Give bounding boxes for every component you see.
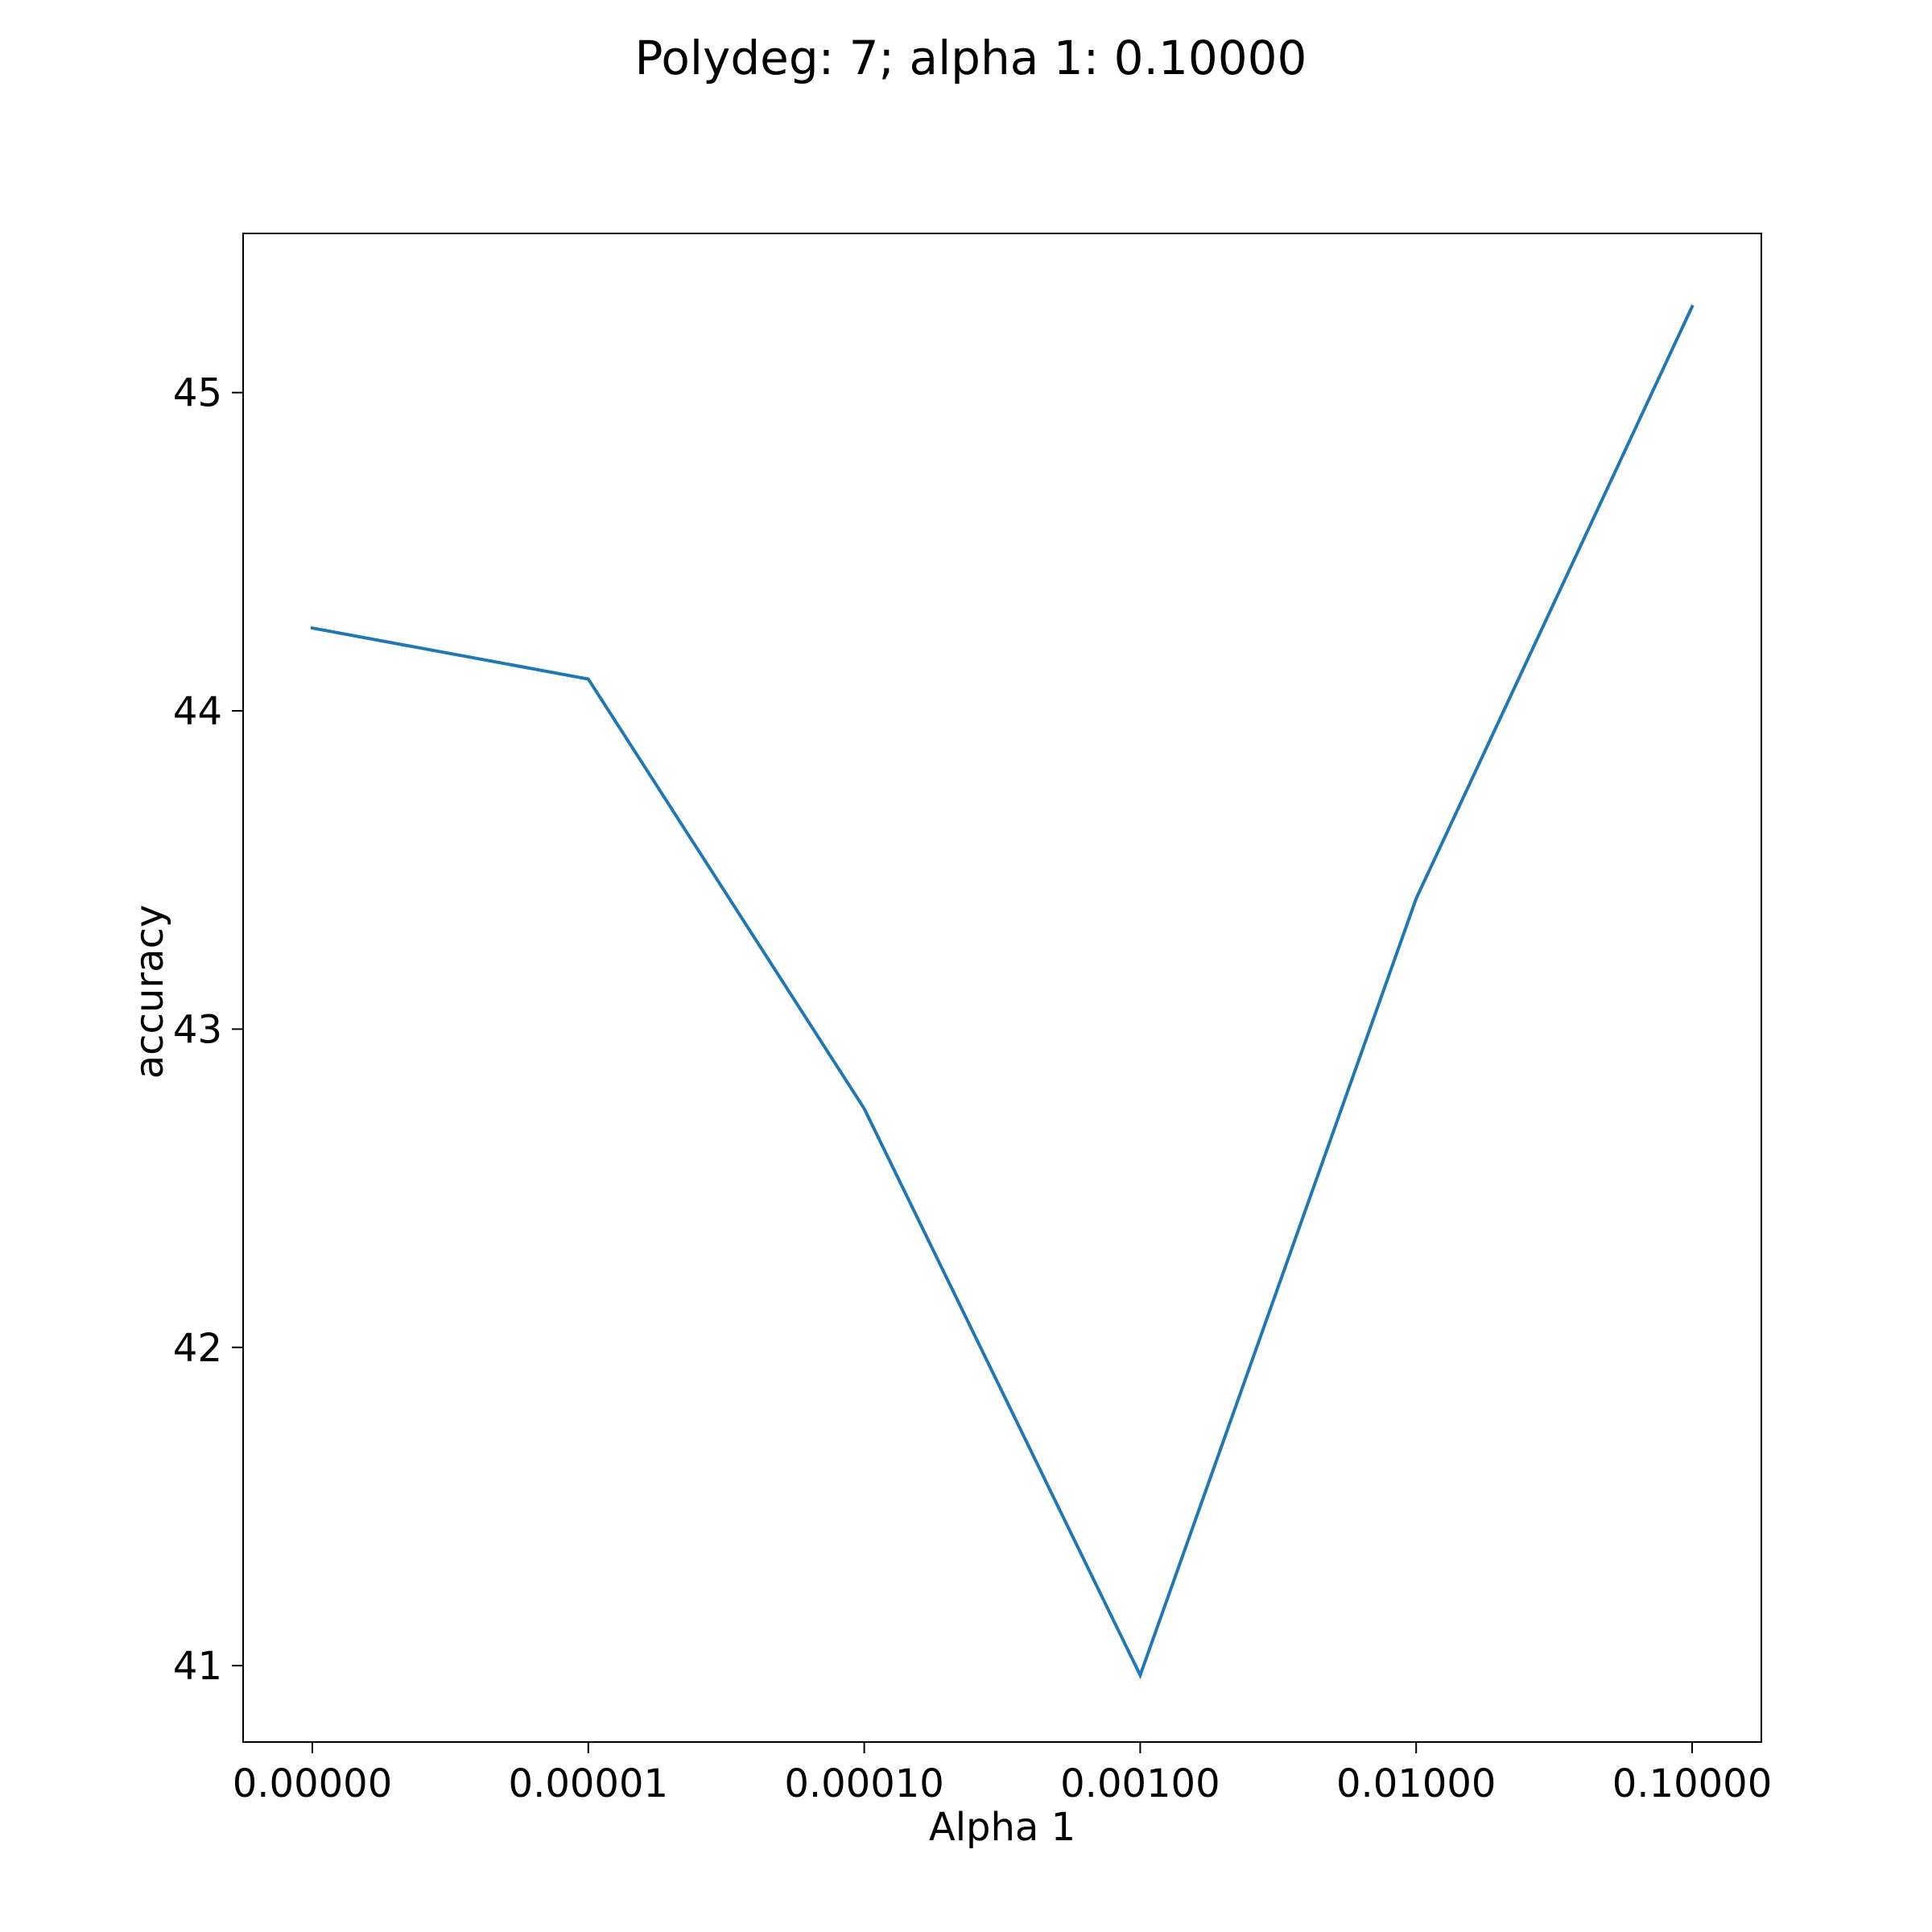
x-axis-ticks: 0.00000 0.00001 0.00010 0.00100 0.01000 0.100… — [233, 1742, 1773, 1806]
chart-title: Polydeg: 7; alpha 1: 0.10000 — [635, 31, 1307, 85]
x-tick-label: 0.00010 — [784, 1761, 944, 1806]
y-axis-label: accuracy — [127, 905, 172, 1080]
y-tick-label: 45 — [173, 371, 222, 416]
x-tick-label: 0.00001 — [509, 1761, 669, 1806]
series-line — [310, 304, 1695, 1680]
plot-frame — [242, 233, 1762, 1743]
x-axis-label: Alpha 1 — [929, 1805, 1075, 1850]
y-tick-label: 42 — [173, 1326, 222, 1371]
x-tick-label: 0.10000 — [1612, 1761, 1773, 1806]
x-tick-label: 0.01000 — [1336, 1761, 1496, 1806]
x-tick-label: 0.00000 — [233, 1761, 393, 1806]
y-axis-ticks: 41 42 43 44 45 — [173, 371, 243, 1689]
plot-area — [242, 233, 1762, 1743]
y-tick-label: 44 — [173, 689, 222, 734]
y-tick-label: 41 — [173, 1644, 222, 1689]
series-layer — [310, 304, 1695, 1680]
y-tick-label: 43 — [173, 1007, 222, 1052]
x-tick-label: 0.00100 — [1060, 1761, 1220, 1806]
